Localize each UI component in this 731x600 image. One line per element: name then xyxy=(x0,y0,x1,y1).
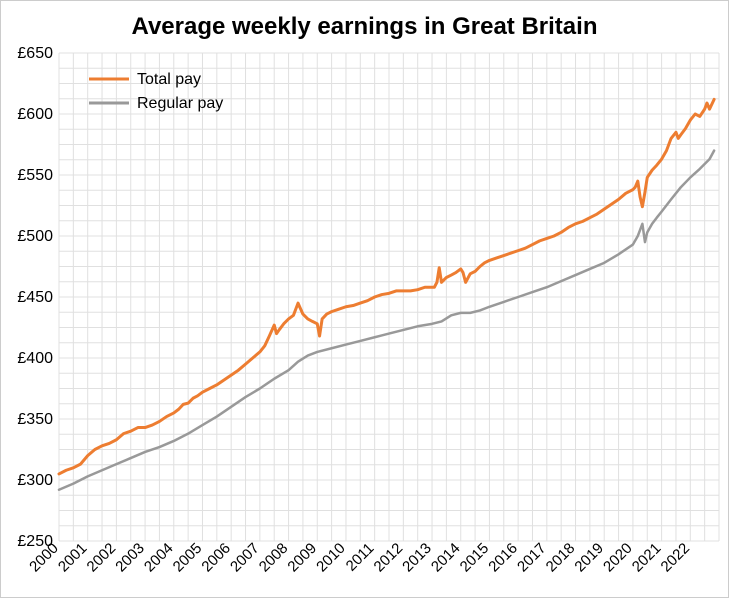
y-tick-label: £450 xyxy=(17,289,53,306)
legend-label: Regular pay xyxy=(137,95,223,112)
chart-svg: £250£300£350£400£450£500£550£600£6502000… xyxy=(1,1,730,599)
y-tick-label: £350 xyxy=(17,411,53,428)
x-tick-label: 2019 xyxy=(571,540,607,576)
x-tick-label: 2020 xyxy=(600,540,636,576)
y-tick-label: £300 xyxy=(17,472,53,489)
x-tick-label: 2005 xyxy=(170,540,206,576)
series-line xyxy=(59,99,714,474)
legend-label: Total pay xyxy=(137,71,201,88)
x-tick-label: 2014 xyxy=(428,540,464,576)
x-tick-label: 2009 xyxy=(284,540,320,576)
y-tick-label: £400 xyxy=(17,350,53,367)
y-tick-label: £550 xyxy=(17,167,53,184)
x-tick-label: 2008 xyxy=(256,540,292,576)
x-tick-label: 2017 xyxy=(514,540,550,576)
x-tick-label: 2012 xyxy=(371,540,407,576)
x-tick-label: 2010 xyxy=(313,540,349,576)
x-tick-label: 2003 xyxy=(112,540,148,576)
x-tick-label: 2002 xyxy=(84,540,120,576)
x-tick-label: 2015 xyxy=(457,540,493,576)
x-tick-label: 2007 xyxy=(227,540,263,576)
y-tick-label: £650 xyxy=(17,45,53,62)
x-tick-label: 2021 xyxy=(629,540,665,576)
x-tick-label: 2001 xyxy=(55,540,91,576)
x-tick-label: 2013 xyxy=(399,540,435,576)
x-tick-label: 2004 xyxy=(141,540,177,576)
chart-border: Average weekly earnings in Great Britain… xyxy=(0,0,729,598)
y-tick-label: £500 xyxy=(17,228,53,245)
chart-container: Average weekly earnings in Great Britain… xyxy=(0,0,731,600)
x-tick-label: 2006 xyxy=(198,540,234,576)
x-tick-label: 2022 xyxy=(658,540,694,576)
x-tick-label: 2016 xyxy=(485,540,521,576)
y-tick-label: £600 xyxy=(17,106,53,123)
x-tick-label: 2011 xyxy=(343,540,378,575)
chart-title: Average weekly earnings in Great Britain xyxy=(1,13,728,41)
x-tick-label: 2018 xyxy=(543,540,579,576)
